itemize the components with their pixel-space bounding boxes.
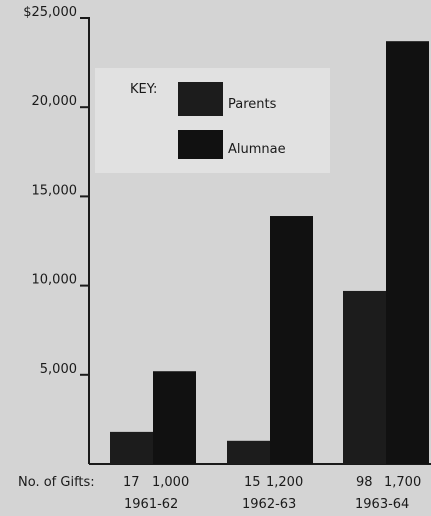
gifts-label: No. of Gifts: xyxy=(18,475,95,490)
gift-count-parents-1961-62: 17 xyxy=(123,475,140,490)
y-tick-label: 5,000 xyxy=(40,362,77,377)
y-tick-label: 20,000 xyxy=(32,94,78,109)
legend-swatch-parents xyxy=(178,82,223,116)
gift-count-parents-1962-63: 15 xyxy=(244,475,261,490)
bar-parents-1961-62 xyxy=(110,431,153,464)
legend-label-parents: Parents xyxy=(228,97,277,112)
category-label-1962-63: 1962-63 xyxy=(242,497,296,512)
gift-count-alumnae-1963-64: 1,700 xyxy=(384,475,421,490)
bar-alumnae-1962-63 xyxy=(270,216,313,464)
y-tick-label: 10,000 xyxy=(32,273,78,288)
gift-count-parents-1963-64: 98 xyxy=(356,475,373,490)
category-label-1963-64: 1963-64 xyxy=(355,497,409,512)
legend-title: KEY: xyxy=(130,82,157,97)
y-ticks: 5,000 10,000 15,000 20,000 $25,000 xyxy=(23,5,89,377)
y-tick-label: 15,000 xyxy=(32,183,78,198)
bar-alumnae-1963-64 xyxy=(386,41,429,464)
bar-alumnae-1961-62 xyxy=(153,371,196,464)
category-label-1961-62: 1961-62 xyxy=(124,497,178,512)
bars xyxy=(110,41,429,464)
legend-label-alumnae: Alumnae xyxy=(228,142,286,157)
bar-parents-1962-63 xyxy=(227,440,270,464)
legend-swatch-alumnae xyxy=(178,130,223,159)
gift-count-alumnae-1962-63: 1,200 xyxy=(266,475,303,490)
y-tick-label: $25,000 xyxy=(23,5,77,20)
gift-count-alumnae-1961-62: 1,000 xyxy=(152,475,189,490)
bar-parents-1963-64 xyxy=(343,290,386,464)
